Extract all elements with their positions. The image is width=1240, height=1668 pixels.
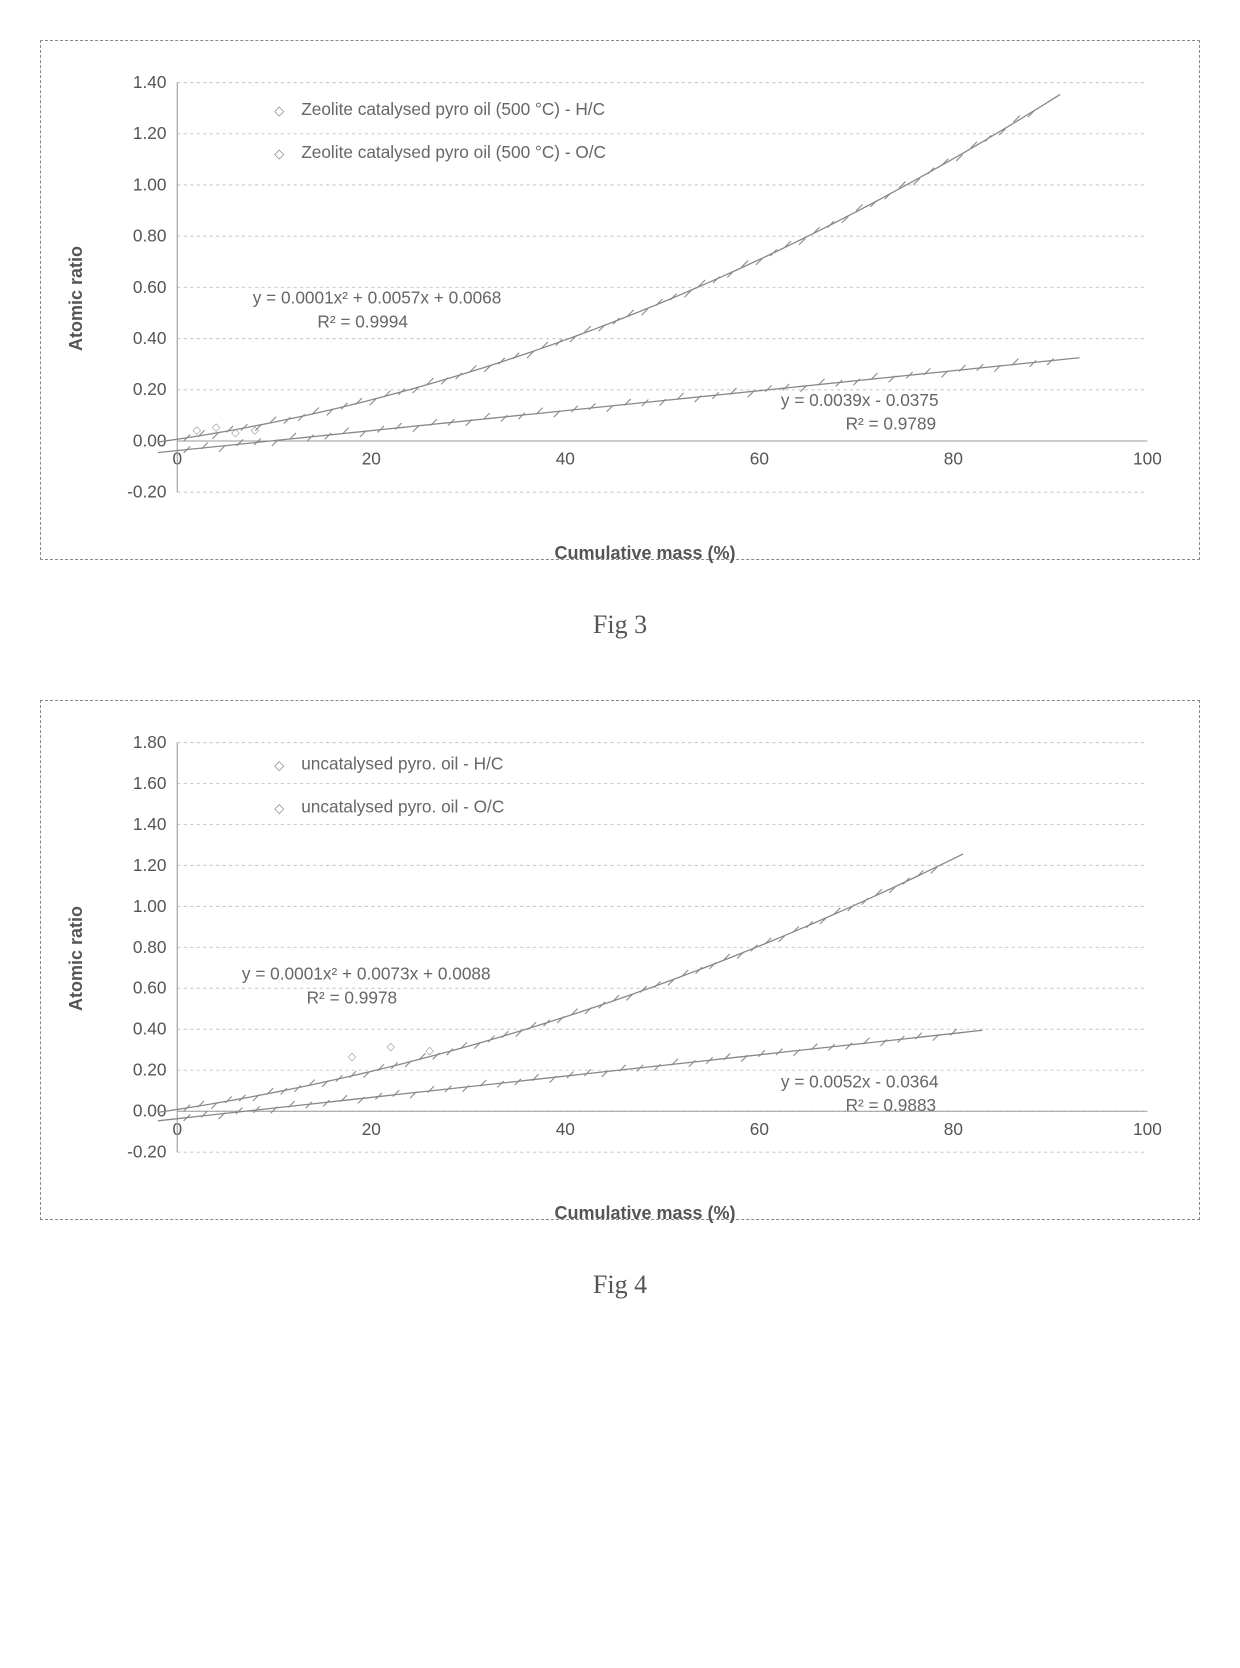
data-marker (237, 439, 243, 445)
y-tick-label: 1.20 (133, 855, 167, 875)
data-marker (759, 1050, 765, 1056)
figure-caption: Fig 4 (40, 1270, 1200, 1300)
r-squared-label: R² = 0.9883 (846, 1095, 937, 1115)
x-tick-label: 80 (944, 1119, 963, 1139)
y-tick-label: 0.80 (133, 937, 167, 957)
data-marker (441, 378, 447, 384)
scatter-marker: ◇ (251, 424, 260, 436)
data-marker (501, 415, 507, 421)
y-tick-label: 0.80 (133, 226, 167, 246)
x-tick-label: 20 (362, 1119, 381, 1139)
x-tick-label: 20 (362, 449, 381, 469)
r-squared-label: R² = 0.9978 (307, 987, 398, 1007)
x-tick-label: 60 (750, 1119, 769, 1139)
figure-block: Atomic ratio -0.20 0.00 0.20 0.40 0.60 0.80 1.0… (40, 700, 1200, 1300)
x-tick-label: 100 (1133, 1119, 1162, 1139)
data-marker (355, 398, 361, 404)
data-marker (950, 1029, 956, 1035)
scatter-marker: ◇ (231, 427, 240, 439)
data-marker (853, 379, 859, 385)
legend-marker-icon: ◇ (274, 758, 284, 773)
x-tick-label: 60 (750, 449, 769, 469)
y-tick-label: 0.40 (133, 1019, 167, 1039)
figure-caption: Fig 3 (40, 610, 1200, 640)
legend-label: uncatalysed pyro. oil - H/C (301, 754, 503, 774)
legend-label: Zeolite catalysed pyro oil (500 °C) - O/… (301, 142, 606, 162)
scatter-marker: ◇ (348, 1051, 357, 1063)
legend-marker-icon: ◇ (274, 801, 284, 816)
trendline-equation: y = 0.0001x² + 0.0073x + 0.0088 (242, 964, 491, 984)
y-tick-label: 1.80 (133, 732, 167, 752)
x-tick-label: 40 (556, 1119, 575, 1139)
chart-svg: -0.200.000.200.400.600.801.001.201.40020… (91, 61, 1169, 535)
y-tick-label: 0.20 (133, 379, 167, 399)
data-marker (589, 403, 595, 409)
y-tick-label: 0.40 (133, 328, 167, 348)
data-marker (751, 945, 757, 951)
y-axis-label: Atomic ratio (66, 906, 87, 1011)
x-tick-label: 80 (944, 449, 963, 469)
data-marker (350, 1071, 356, 1077)
data-marker (1030, 360, 1036, 366)
data-marker (307, 435, 313, 441)
scatter-marker: ◇ (425, 1045, 434, 1057)
trendline-o-c (158, 358, 1080, 453)
data-marker (198, 1101, 204, 1107)
data-marker (395, 423, 401, 429)
y-tick-label: 0.00 (133, 1101, 167, 1121)
scatter-marker: ◇ (193, 424, 202, 436)
data-marker (689, 1060, 695, 1066)
scatter-marker: ◇ (212, 422, 221, 434)
trendline-equation: y = 0.0052x - 0.0364 (781, 1072, 939, 1092)
y-tick-label: 1.00 (133, 896, 167, 916)
legend-label: uncatalysed pyro. oil - O/C (301, 797, 504, 817)
x-axis-label: Cumulative mass (%) (121, 1203, 1169, 1224)
data-marker (985, 135, 991, 141)
data-marker (765, 385, 771, 391)
x-tick-label: 100 (1133, 449, 1162, 469)
data-marker (393, 1090, 399, 1096)
chart-svg: -0.20 0.00 0.20 0.40 0.60 0.80 1.00 1.20 1.40 1.6… (91, 721, 1169, 1195)
data-marker (770, 249, 776, 255)
legend-marker-icon: ◇ (274, 146, 284, 161)
data-marker (201, 1111, 207, 1117)
x-tick-label: 40 (556, 449, 575, 469)
y-tick-label: 0.60 (133, 277, 167, 297)
data-marker (915, 1033, 921, 1039)
legend-marker-icon: ◇ (274, 103, 284, 118)
scatter-marker: ◇ (387, 1041, 396, 1053)
chart-frame: Atomic ratio -0.20 0.00 0.20 0.40 0.60 0.80 1.0… (40, 700, 1200, 1220)
trendline-equation: y = 0.0039x - 0.0375 (781, 390, 939, 410)
y-tick-label: 1.40 (133, 72, 167, 92)
y-tick-label: 1.40 (133, 814, 167, 834)
r-squared-label: R² = 0.9789 (846, 414, 937, 434)
y-tick-label: 0.00 (133, 430, 167, 450)
figure-block: Atomic ratio -0.20 0.00 0.20 0.40 0.60 0.80 1.0… (40, 40, 1200, 640)
data-marker (428, 1086, 434, 1092)
y-tick-label: 1.00 (133, 174, 167, 194)
data-marker (462, 1085, 468, 1091)
r-squared-label: R² = 0.9994 (317, 311, 408, 331)
y-tick-label: 0.60 (133, 978, 167, 998)
data-marker (654, 1064, 660, 1070)
y-tick-label: -0.20 (127, 482, 166, 502)
y-tick-label: -0.20 (127, 1142, 166, 1162)
data-marker (880, 1039, 886, 1045)
data-marker (497, 1081, 503, 1087)
trendline-equation: y = 0.0001x² + 0.0057x + 0.0068 (253, 288, 502, 308)
chart-frame: Atomic ratio -0.20 0.00 0.20 0.40 0.60 0.80 1.0… (40, 40, 1200, 560)
figures-container: Atomic ratio -0.20 0.00 0.20 0.40 0.60 0.80 1.0… (40, 40, 1200, 1300)
data-marker (846, 1043, 852, 1049)
data-marker (1047, 358, 1053, 364)
data-marker (225, 1097, 231, 1103)
y-axis-label: Atomic ratio (66, 246, 87, 351)
data-marker (325, 433, 331, 439)
data-marker (959, 365, 965, 371)
y-tick-label: 1.60 (133, 773, 167, 793)
legend-label: Zeolite catalysed pyro oil (500 °C) - H/… (301, 99, 605, 119)
x-axis-label: Cumulative mass (%) (121, 543, 1169, 564)
y-tick-label: 0.20 (133, 1060, 167, 1080)
y-tick-label: 1.20 (133, 123, 167, 143)
